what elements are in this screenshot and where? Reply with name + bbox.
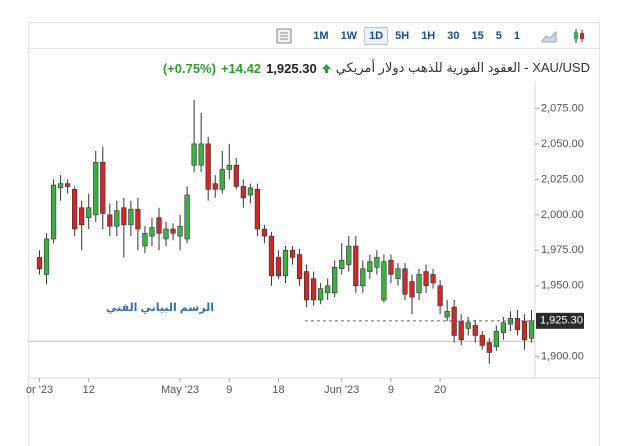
title-row: (+0.75%) +14.42 1,925.30 XAU/USD - العقو… xyxy=(163,60,590,76)
candle-icon[interactable] xyxy=(571,28,587,44)
table-icon[interactable] xyxy=(276,28,292,44)
instrument-title: XAU/USD - العقود الفورية للذهب دولار أمر… xyxy=(335,60,590,75)
interval-buttons: 1M 1W 1D 5H 1H 30 15 5 1 xyxy=(308,26,525,45)
up-arrow xyxy=(321,63,331,73)
toolbar: 1M 1W 1D 5H 1H 30 15 5 1 xyxy=(28,22,600,49)
interval-button[interactable]: 1M xyxy=(313,29,329,42)
price: 1,925.30 xyxy=(266,60,317,76)
chart-frame xyxy=(28,22,600,446)
interval-button[interactable]: 1W xyxy=(340,29,358,42)
interval-button[interactable]: 5H xyxy=(395,29,410,42)
interval-button[interactable]: 15 xyxy=(471,29,484,42)
interval-button[interactable]: 1D xyxy=(364,26,389,45)
interval-button[interactable]: 1H xyxy=(421,29,436,42)
change: +14.42 xyxy=(220,60,262,76)
interval-button[interactable]: 1 xyxy=(513,29,520,42)
interval-button[interactable]: 30 xyxy=(447,29,460,42)
interval-button[interactable]: 5 xyxy=(495,29,502,42)
change-pct: (+0.75%) xyxy=(162,60,216,76)
area-chart-icon[interactable] xyxy=(541,28,557,44)
